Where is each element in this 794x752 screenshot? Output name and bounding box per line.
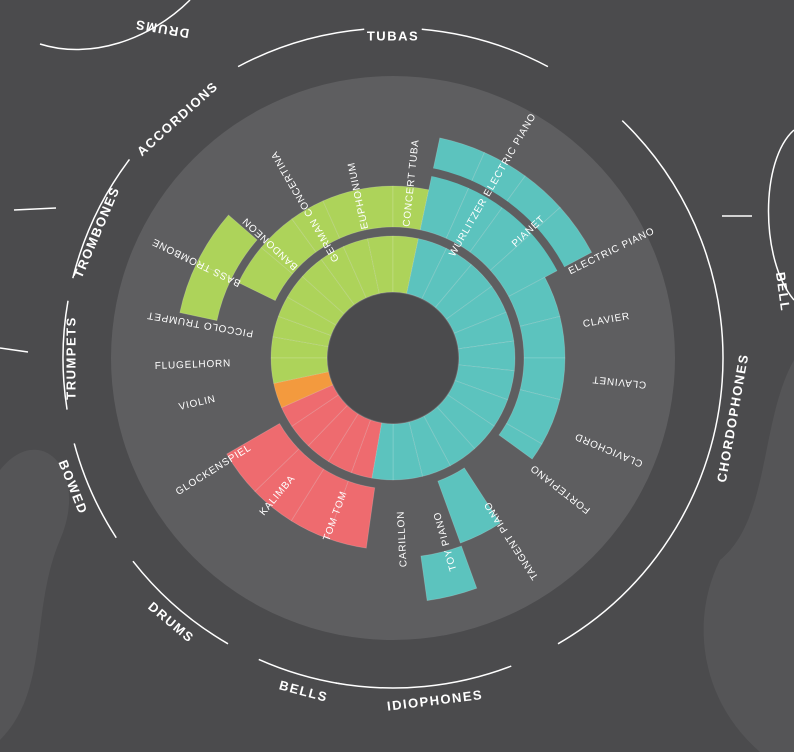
outer-ring-segment [489, 206, 593, 298]
outer-ring-segment [196, 214, 258, 280]
frame-arc [72, 158, 131, 279]
outer-ring-segment [420, 545, 478, 602]
outer-ring-segment [437, 467, 501, 544]
inner-ring-segment [406, 238, 448, 300]
instrument-label: FLUGELHORN [155, 358, 232, 372]
background-blob-left [0, 449, 70, 740]
inner-ring-segment [270, 357, 329, 384]
outer-ring-segment [392, 185, 430, 231]
inner-ring-segment [286, 275, 345, 326]
center-hole [328, 293, 458, 423]
neighbor-ring-arc [39, 0, 191, 51]
outer-ring-segment [226, 422, 300, 492]
segment-rings [179, 137, 593, 602]
neighbor-ring-arc [767, 129, 794, 301]
outer-ring-segment [322, 189, 367, 239]
inner-ring-segment [277, 296, 337, 336]
inner-ring-segment [320, 246, 367, 306]
outer-ring-segment [508, 276, 561, 327]
frame-arc [132, 560, 229, 645]
frame-arc [557, 120, 724, 645]
frame-tick [0, 347, 29, 353]
background-blob-right [703, 360, 794, 752]
outer-ring-segment [498, 422, 543, 460]
inner-ring-segment [447, 380, 509, 427]
inner-ring-segment [272, 315, 332, 348]
segment-gap [425, 166, 568, 277]
inner-ring-segment [408, 415, 451, 477]
inner-ring-segment [454, 364, 515, 401]
frame-arc [62, 300, 69, 410]
inner-ring-segment [421, 247, 472, 309]
instrument-label: CARILLON [396, 510, 410, 567]
frame-arc [237, 28, 365, 68]
inner-ring-segment [307, 404, 359, 463]
outer-ring-segment [290, 468, 349, 539]
outer-ring-segment [260, 218, 317, 275]
inner-ring-segment [281, 384, 339, 427]
inner-ring-segment [457, 340, 516, 372]
inner-ring-segment [291, 394, 348, 447]
frame-tick [13, 207, 57, 211]
outer-ring-segment [291, 200, 341, 253]
outer-ring-segment [419, 137, 486, 239]
frame-arc [335, 665, 512, 689]
inner-ring-segment [270, 336, 329, 359]
inner-ring-segment [434, 263, 493, 320]
inner-ring-segment [445, 285, 507, 334]
inner-ring-segment [392, 235, 419, 294]
category-label: TUBAS [367, 28, 419, 43]
frame-arc [421, 28, 549, 68]
outer-ring-segment [237, 246, 294, 302]
inner-ring-segment [350, 419, 383, 479]
inner-ring-segment [301, 258, 355, 315]
neighbor-category-label: BELL [773, 271, 793, 313]
category-label: TRUMPETS [63, 316, 78, 400]
inner-ring-segment [371, 422, 394, 481]
outer-frame [0, 0, 794, 689]
frame-arc [73, 443, 117, 539]
